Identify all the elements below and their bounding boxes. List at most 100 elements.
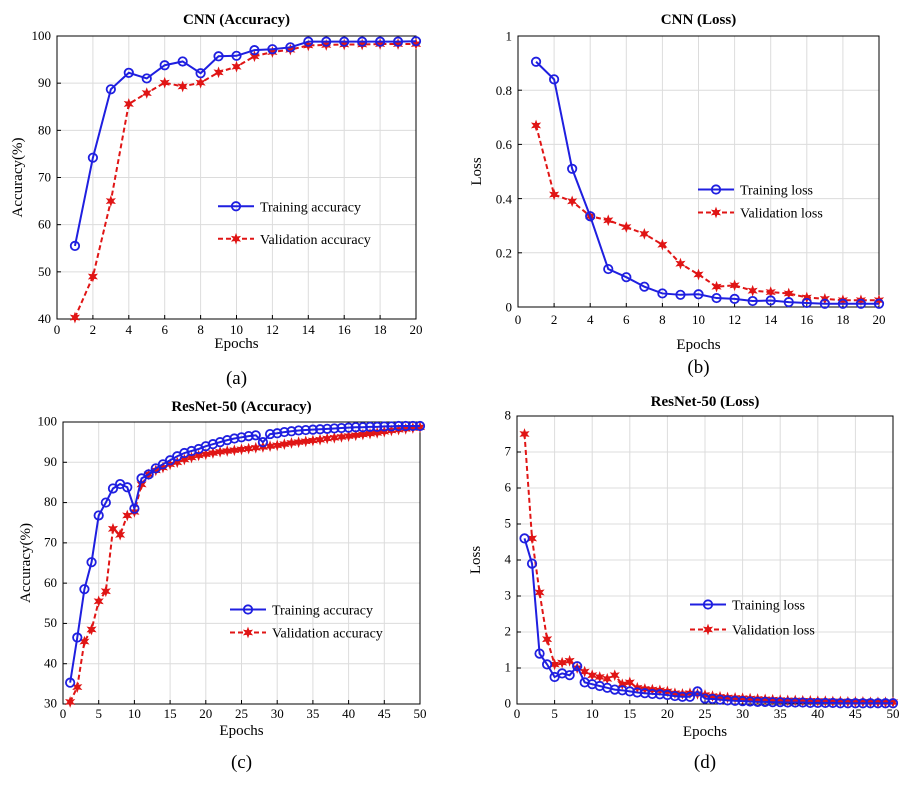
x-tick-label: 2 [90, 322, 97, 337]
legend-label: Validation accuracy [272, 627, 383, 642]
y-tick-label: 60 [38, 217, 51, 232]
data-point-validation [541, 633, 553, 646]
data-point-validation [136, 478, 147, 491]
y-tick-label: 90 [38, 75, 51, 90]
data-point-validation [549, 188, 560, 201]
data-point-training [300, 424, 311, 436]
x-tick-label: 0 [515, 312, 522, 327]
data-point-validation [72, 681, 83, 693]
data-point-training [264, 428, 276, 440]
data-point-validation [93, 595, 104, 608]
y-tick-label: 100 [32, 28, 52, 43]
data-point-training [534, 648, 545, 659]
data-point-training [303, 36, 314, 47]
x-tick-label: 40 [342, 706, 355, 721]
data-point-validation [820, 695, 831, 707]
chart-panel: 0 2 4 6 8 10 12 14 16 18 20 0 0.2 0.4 0.6 0.8 1 CNN (Loss… [469, 12, 886, 378]
data-point-validation [567, 195, 578, 208]
y-tick-label: 70 [38, 170, 51, 185]
data-point-training [372, 421, 383, 432]
data-point-training [765, 295, 776, 306]
data-point-training [711, 292, 722, 304]
legend-label: Training loss [732, 599, 805, 614]
x-tick-label: 10 [586, 706, 599, 721]
data-point-training [105, 84, 116, 95]
x-tick-label: 20 [199, 706, 212, 721]
data-point-validation [159, 76, 170, 89]
data-point-training [747, 295, 758, 307]
data-point-validation [195, 76, 206, 89]
legend-label: Training accuracy [272, 604, 373, 619]
y-tick-label: 60 [44, 575, 57, 590]
data-point-training [855, 298, 867, 309]
data-point-training [195, 68, 206, 79]
data-point-training [837, 298, 849, 309]
data-point-validation [105, 195, 116, 207]
data-point-training [541, 659, 553, 670]
data-point-validation [675, 257, 686, 270]
legend-marker [710, 206, 722, 219]
data-point-training [229, 433, 240, 444]
data-point-training [564, 670, 575, 681]
data-point-training [400, 420, 411, 432]
data-point-training [530, 56, 542, 67]
data-point-training [407, 420, 418, 432]
x-tick-label: 25 [699, 706, 712, 721]
data-point-training [364, 421, 376, 432]
chart-title: ResNet-50 (Accuracy) [171, 399, 311, 415]
data-point-training [379, 421, 390, 432]
legend-marker [702, 599, 714, 610]
data-point-validation [231, 60, 242, 73]
legend-marker [242, 626, 254, 639]
data-point-training [249, 45, 260, 56]
x-tick-label: 20 [873, 312, 886, 327]
data-point-training [72, 632, 83, 643]
data-point-validation [603, 214, 614, 227]
x-tick-label: 18 [836, 312, 849, 327]
x-tick-label: 40 [811, 706, 824, 721]
data-point-training [603, 263, 614, 275]
panel-label: (d) [694, 752, 716, 773]
data-point-training [887, 698, 899, 709]
data-point-training [100, 497, 111, 508]
x-tick-label: 10 [692, 312, 705, 327]
legend: Training loss Validation loss [690, 599, 815, 639]
data-point-validation [747, 284, 758, 297]
data-point-validation [669, 687, 681, 700]
data-point-training [873, 298, 885, 309]
x-axis-label: Epochs [219, 723, 263, 739]
chart-panel: 0 5 10 15 20 25 30 35 40 45 50 30 40 50 60 70 80 90 100 Res… [18, 399, 427, 773]
chart-panel: 0 2 4 6 8 10 12 14 16 18 20 40 50 60 70 80 90 100 CNN (Acc… [10, 12, 423, 389]
data-point-training [243, 430, 254, 442]
data-point-validation [564, 654, 575, 667]
data-point-validation [100, 585, 111, 598]
x-tick-label: 8 [197, 322, 204, 337]
data-point-validation [693, 268, 704, 281]
legend-label: Validation loss [732, 624, 815, 639]
chart-title: ResNet-50 (Loss) [651, 394, 760, 410]
x-tick-label: 35 [774, 706, 787, 721]
x-tick-label: 5 [95, 706, 102, 721]
data-point-training [122, 482, 133, 493]
data-point-validation [115, 528, 126, 541]
y-tick-label: 100 [38, 414, 58, 429]
data-point-training [87, 152, 99, 163]
x-tick-label: 16 [800, 312, 814, 327]
x-tick-label: 20 [410, 322, 423, 337]
y-tick-label: 80 [44, 494, 57, 509]
data-point-validation [729, 279, 740, 292]
legend-marker [710, 184, 722, 195]
panel-label: (b) [687, 357, 709, 378]
legend-marker [230, 201, 242, 212]
y-tick-label: 0.6 [496, 137, 513, 152]
chart-title: CNN (Loss) [661, 12, 736, 28]
data-point-validation [621, 221, 632, 233]
data-point-training [357, 422, 368, 433]
data-point-training [585, 211, 596, 222]
data-point-validation [711, 280, 722, 293]
data-point-training [307, 424, 318, 435]
data-point-training [336, 422, 347, 434]
data-point-training [236, 432, 247, 443]
x-axis-label: Epochs [683, 724, 727, 740]
